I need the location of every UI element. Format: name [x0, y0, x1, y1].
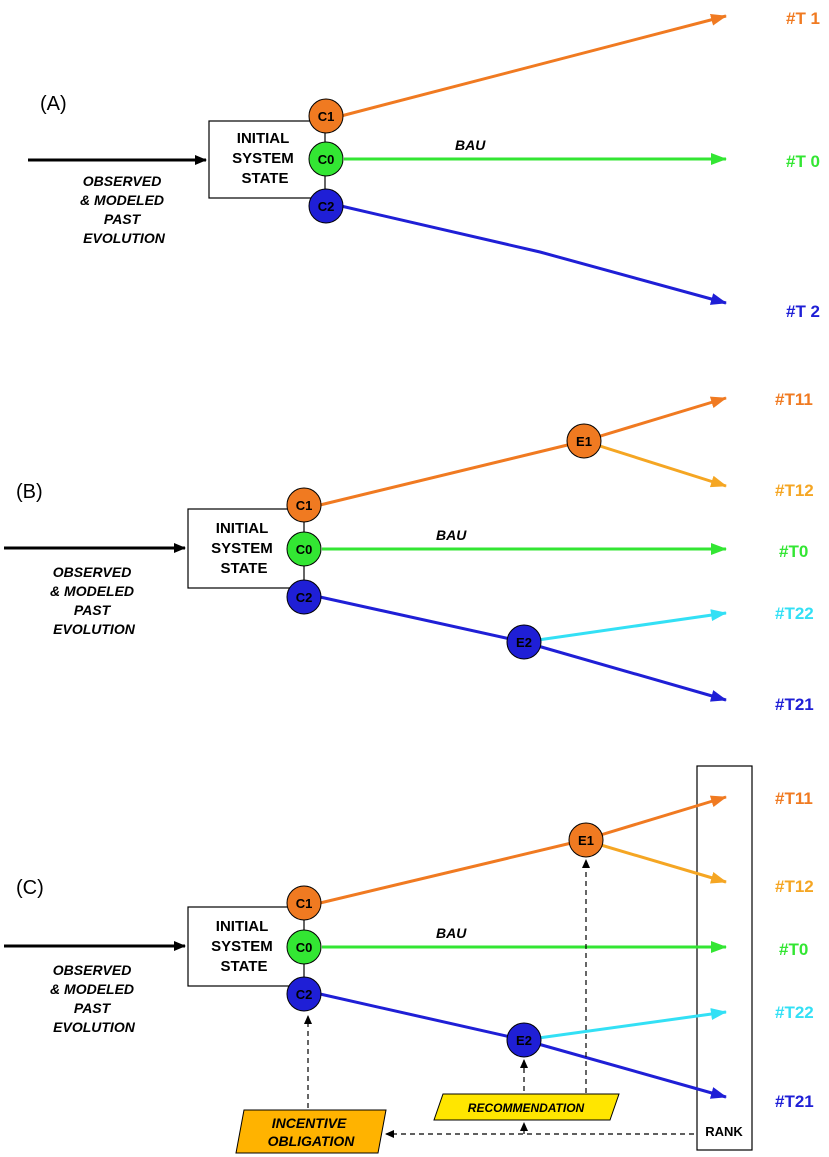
past-evolution-label: OBSERVED & MODELED PAST EVOLUTION — [50, 564, 138, 637]
node-e2 — [506, 1022, 542, 1058]
node-c0 — [286, 531, 322, 567]
target-t21: #T21 — [775, 695, 814, 714]
target-t2: #T 2 — [786, 302, 820, 321]
panel-a-label: (A) — [40, 93, 67, 115]
trajectory-e1-t11 — [583, 795, 727, 842]
trajectory-e2-t21 — [523, 640, 727, 702]
node-c2 — [286, 579, 322, 615]
node-c0 — [286, 929, 322, 965]
node-e1-label: E1 — [578, 833, 594, 848]
node-e1 — [568, 822, 604, 858]
panel-a: (A) OBSERVED & MODELED PAST EVOLUTION IN… — [28, 9, 820, 321]
trajectory-e2-t21 — [523, 1038, 727, 1099]
target-t0: #T0 — [779, 940, 808, 959]
initial-state-label: INITIAL SYSTEM STATE — [211, 520, 277, 577]
node-c0-label: C0 — [318, 152, 335, 167]
panel-c-label: (C) — [16, 877, 44, 899]
bau-label: BAU — [436, 925, 467, 941]
trajectory-e2-t22 — [523, 1008, 727, 1042]
node-c0-label: C0 — [296, 940, 313, 955]
initial-state-label: INITIAL SYSTEM STATE — [232, 130, 298, 187]
node-c2-label: C2 — [296, 987, 313, 1002]
target-t12: #T12 — [775, 877, 814, 896]
node-e2 — [506, 624, 542, 660]
past-evolution-label: OBSERVED & MODELED PAST EVOLUTION — [50, 962, 138, 1035]
node-c0-label: C0 — [296, 542, 313, 557]
node-c2-label: C2 — [318, 199, 335, 214]
rank-box — [696, 765, 753, 1151]
node-c2 — [308, 188, 344, 224]
node-e2-label: E2 — [516, 635, 532, 650]
target-t11: #T11 — [775, 789, 813, 808]
trajectory-c2 — [319, 992, 525, 1042]
target-t22: #T22 — [775, 1003, 814, 1022]
rank-label: RANK — [705, 1124, 743, 1139]
initial-state-box — [187, 906, 305, 987]
node-c1 — [286, 885, 322, 921]
node-c2 — [286, 976, 322, 1012]
past-evolution-label: OBSERVED & MODELED PAST EVOLUTION — [80, 173, 168, 246]
target-t0: #T 0 — [786, 152, 820, 171]
bau-label: BAU — [455, 137, 486, 153]
panel-c: (C) OBSERVED & MODELED PAST EVOLUTION IN… — [4, 765, 814, 1154]
trajectory-c2 — [319, 595, 525, 644]
initial-state-box — [187, 508, 305, 589]
node-c1-label: C1 — [318, 109, 335, 124]
trajectory-e1-t12 — [583, 838, 727, 884]
node-c1-label: C1 — [296, 498, 313, 513]
recommendation-label: RECOMMENDATION — [468, 1101, 585, 1115]
target-t21: #T21 — [775, 1092, 814, 1111]
node-c0 — [308, 141, 344, 177]
trajectory-c1 — [319, 439, 585, 507]
initial-state-box — [208, 120, 326, 199]
recommendation-box — [433, 1093, 620, 1121]
target-t12: #T12 — [775, 481, 814, 500]
trajectory-e2-t22 — [523, 609, 727, 644]
node-c1-label: C1 — [296, 896, 313, 911]
target-t11: #T11 — [775, 390, 813, 409]
node-e1-label: E1 — [576, 434, 592, 449]
trajectory-c1 — [319, 838, 585, 905]
trajectory-c2 — [340, 204, 727, 305]
trajectory-c1 — [340, 13, 727, 118]
node-c1 — [286, 487, 322, 523]
incentive-obligation-label: INCENTIVE OBLIGATION — [268, 1115, 356, 1149]
target-t0: #T0 — [779, 542, 808, 561]
node-e1 — [566, 423, 602, 459]
node-c2-label: C2 — [296, 590, 313, 605]
node-e2-label: E2 — [516, 1033, 532, 1048]
panel-b: (B) OBSERVED & MODELED PAST EVOLUTION IN… — [4, 390, 814, 714]
trajectory-e1-t11 — [583, 396, 727, 443]
target-t1: #T 1 — [786, 9, 820, 28]
panel-b-label: (B) — [16, 481, 43, 503]
trajectory-e1-t12 — [583, 439, 727, 488]
bau-label: BAU — [436, 527, 467, 543]
target-t22: #T22 — [775, 604, 814, 623]
incentive-obligation-box — [235, 1109, 387, 1154]
initial-state-label: INITIAL SYSTEM STATE — [211, 918, 277, 975]
node-c1 — [308, 98, 344, 134]
